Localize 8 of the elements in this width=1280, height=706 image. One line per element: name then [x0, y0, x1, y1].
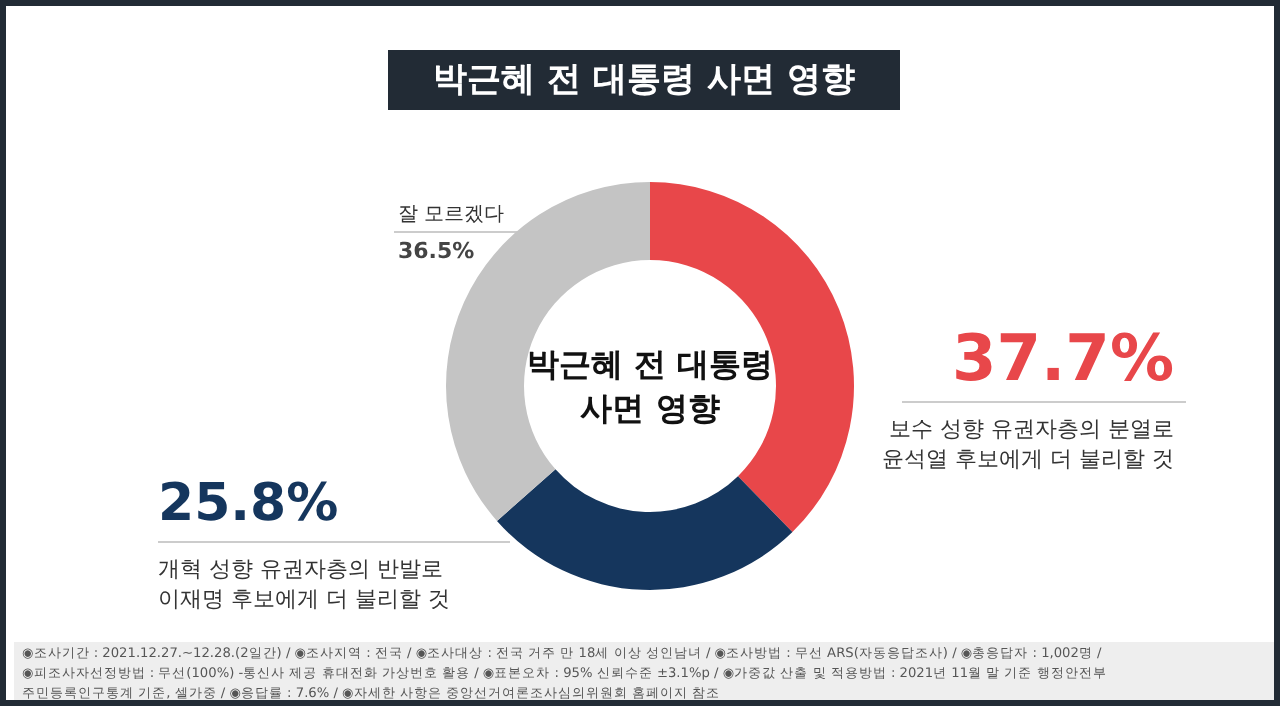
slice-label: 보수 성향 유권자층의 분열로 윤석열 후보에게 더 불리할 것: [882, 416, 1174, 472]
data-label: 25.8%: [158, 474, 339, 534]
slice-label: 잘 모르겠다: [398, 204, 505, 226]
data-label: 36.5%: [398, 238, 475, 264]
slice-label: 개혁 성향 유권자층의 반발로 이재명 후보에게 더 불리할 것: [158, 556, 450, 612]
text: 박근혜 전 대통령 사면 영향: [526, 345, 774, 427]
data-label: 37.7%: [951, 320, 1174, 396]
chart-title: 박근혜 전 대통령 사면 영향: [433, 60, 855, 100]
